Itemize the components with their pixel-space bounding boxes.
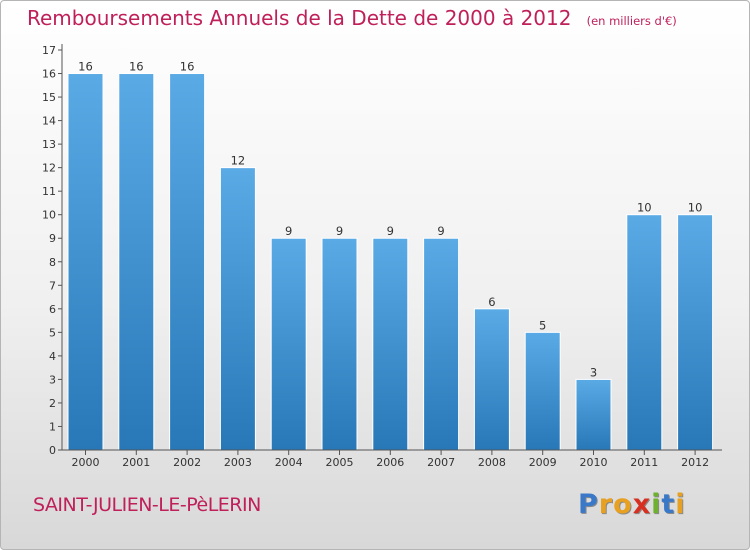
bar-value-label: 3	[590, 365, 597, 379]
y-tick-label: 2	[49, 397, 56, 410]
bar	[473, 308, 510, 451]
y-tick-label: 8	[49, 256, 56, 269]
chart-unit: (en milliers d'€)	[586, 14, 677, 28]
y-tick-label: 5	[49, 326, 56, 339]
y-tick-label: 14	[42, 115, 56, 128]
y-tick-label: 7	[49, 279, 56, 292]
bar	[169, 73, 206, 451]
bar-value-label: 9	[336, 224, 343, 238]
logo-letter: o	[613, 489, 633, 520]
bar-value-label: 10	[637, 201, 652, 215]
x-tick-label: 2000	[72, 456, 100, 469]
y-tick-label: 3	[49, 373, 56, 386]
proxiti-logo: Proxiti	[578, 489, 686, 520]
bar	[219, 167, 256, 451]
bar-value-label: 5	[539, 318, 546, 332]
bar	[118, 73, 155, 451]
bar-value-label: 9	[285, 224, 292, 238]
x-tick-label: 2012	[681, 456, 709, 469]
x-tick-label: 2009	[529, 456, 557, 469]
y-tick-label: 12	[42, 162, 56, 175]
title-row: Remboursements Annuels de la Dette de 20…	[27, 6, 677, 30]
logo-letter: P	[578, 489, 599, 520]
logo-letter: t	[661, 489, 676, 520]
x-tick-label: 2010	[580, 456, 608, 469]
x-tick-label: 2011	[630, 456, 658, 469]
bar-value-label: 16	[78, 60, 93, 74]
bar-value-label: 16	[180, 60, 195, 74]
x-tick-label: 2001	[122, 456, 150, 469]
x-tick-label: 2005	[326, 456, 354, 469]
y-tick-label: 6	[49, 303, 56, 316]
x-tick-label: 2008	[478, 456, 506, 469]
bar-value-label: 12	[231, 154, 246, 168]
y-tick-label: 10	[42, 209, 56, 222]
y-tick-label: 17	[42, 44, 56, 57]
y-tick-label: 13	[42, 138, 56, 151]
x-tick-label: 2006	[376, 456, 404, 469]
commune-name: SAINT-JULIEN-LE-PèLERIN	[33, 494, 261, 516]
bar-value-label: 9	[437, 224, 444, 238]
bar	[67, 73, 104, 451]
bar-value-label: 9	[387, 224, 394, 238]
logo-letter: i	[675, 489, 686, 520]
bar	[524, 331, 561, 451]
logo-letter: r	[598, 489, 614, 520]
bar	[677, 214, 714, 451]
bar-value-label: 10	[688, 201, 703, 215]
bar-value-label: 6	[488, 295, 495, 309]
y-tick-label: 11	[42, 185, 56, 198]
bar	[372, 237, 409, 451]
bar	[626, 214, 663, 451]
bar	[575, 378, 612, 451]
y-tick-label: 15	[42, 91, 56, 104]
y-tick-label: 0	[49, 444, 56, 457]
y-tick-label: 4	[49, 350, 56, 363]
bar	[423, 237, 460, 451]
chart-title: Remboursements Annuels de la Dette de 20…	[27, 6, 572, 30]
logo-letter: i	[651, 489, 662, 520]
x-tick-label: 2004	[275, 456, 303, 469]
x-tick-label: 2007	[427, 456, 455, 469]
x-tick-label: 2003	[224, 456, 252, 469]
bar	[270, 237, 307, 451]
x-tick-label: 2002	[173, 456, 201, 469]
bar	[321, 237, 358, 451]
logo-letter: x	[632, 489, 652, 520]
bar-value-label: 16	[129, 60, 144, 74]
y-tick-label: 1	[49, 420, 56, 433]
y-tick-label: 16	[42, 68, 56, 81]
y-tick-label: 9	[49, 232, 56, 245]
